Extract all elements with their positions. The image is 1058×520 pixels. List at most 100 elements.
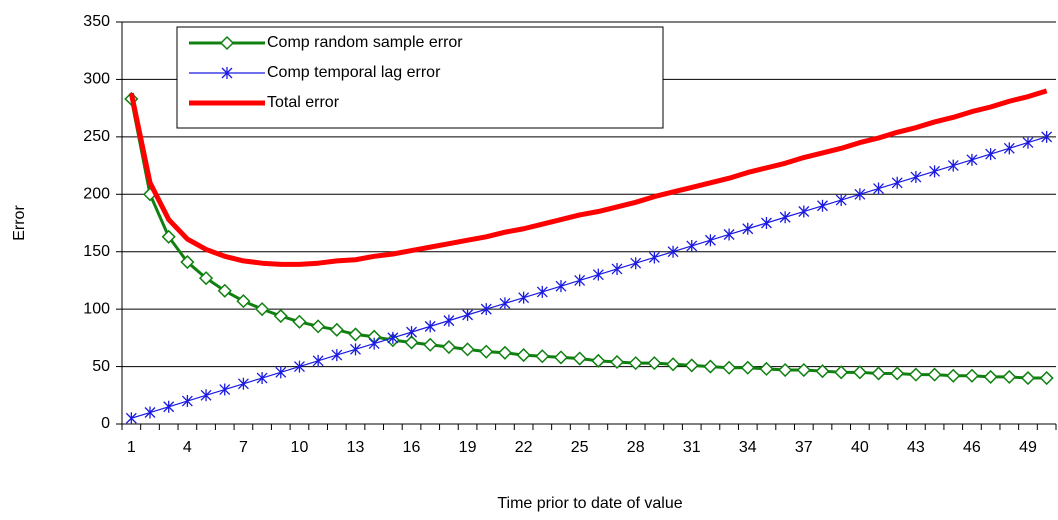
data-point [591, 353, 606, 368]
data-point [331, 349, 343, 362]
y-tick-label: 50 [92, 358, 110, 375]
data-point [275, 366, 287, 379]
y-tick-label: 350 [83, 13, 110, 30]
data-point [368, 337, 380, 350]
data-point [348, 327, 363, 342]
data-point [985, 148, 997, 161]
data-point [1002, 369, 1017, 384]
x-tick-label: 1 [127, 439, 136, 456]
y-tick-label: 250 [83, 128, 110, 145]
x-tick-label: 34 [739, 439, 757, 456]
data-point [424, 320, 436, 333]
data-point [311, 319, 326, 334]
data-point [740, 360, 755, 375]
data-point [553, 350, 569, 365]
data-point [628, 356, 643, 371]
data-point [217, 283, 232, 298]
data-point [871, 366, 886, 381]
x-tick-label: 4 [183, 439, 192, 456]
data-point [294, 360, 305, 373]
y-tick-label: 0 [101, 415, 110, 432]
data-point [555, 280, 567, 293]
data-point [815, 364, 830, 379]
legend-label: Total error [267, 94, 340, 111]
legend-marker [221, 67, 233, 79]
data-point [722, 360, 737, 375]
data-point [759, 361, 774, 376]
data-point [611, 262, 623, 275]
data-point [723, 228, 735, 241]
data-point [460, 342, 475, 357]
data-point [499, 297, 511, 310]
series-line [128, 88, 1048, 267]
data-point [684, 358, 699, 373]
x-tick-label: 31 [683, 439, 701, 456]
legend-marker [219, 35, 235, 51]
data-point [423, 337, 438, 352]
data-point [255, 302, 270, 317]
data-point [125, 412, 137, 425]
data-point [387, 331, 399, 344]
x-axis-title: Time prior to date of value [497, 495, 682, 512]
data-point [1039, 370, 1054, 386]
data-point [891, 176, 903, 189]
x-tick-label: 10 [291, 439, 309, 456]
x-tick-label: 37 [795, 439, 813, 456]
data-point [592, 268, 604, 281]
data-point [966, 153, 978, 166]
data-point [198, 271, 214, 286]
data-point [1041, 130, 1053, 143]
data-point [273, 308, 288, 324]
data-point [404, 335, 419, 350]
data-point [703, 359, 718, 374]
data-point [256, 372, 268, 385]
data-point [236, 294, 251, 309]
data-point [406, 326, 417, 339]
y-tick-label: 200 [83, 186, 110, 203]
x-tick-label: 22 [515, 439, 533, 456]
data-point [312, 354, 324, 367]
data-point [161, 229, 176, 244]
data-point [462, 308, 474, 321]
x-tick-label: 13 [347, 439, 365, 456]
x-tick-label: 43 [907, 439, 925, 456]
data-point [686, 239, 698, 252]
data-point [667, 245, 679, 258]
data-point [443, 314, 455, 327]
data-point [665, 357, 681, 372]
x-tick-label: 49 [1019, 439, 1037, 456]
data-point [852, 365, 867, 380]
data-point [648, 251, 660, 264]
x-tick-label: 46 [963, 439, 981, 456]
y-tick-label: 300 [83, 71, 110, 88]
data-point [535, 349, 550, 364]
data-point [704, 234, 716, 247]
data-point [329, 322, 344, 337]
data-point [798, 205, 810, 218]
data-point [761, 217, 772, 229]
data-point [647, 356, 662, 371]
data-point [1003, 142, 1015, 155]
x-tick-label: 19 [459, 439, 477, 456]
data-point [779, 211, 791, 224]
data-point [927, 367, 942, 382]
y-tick-label: 150 [83, 243, 110, 260]
legend-label: Comp temporal lag error [267, 64, 441, 81]
data-point [480, 303, 492, 316]
data-point [1022, 136, 1034, 149]
data-point [237, 377, 249, 390]
data-point [908, 367, 923, 382]
data-point [181, 395, 193, 408]
data-point [609, 354, 625, 370]
data-point [854, 188, 866, 201]
data-point [630, 257, 642, 270]
data-point [910, 171, 922, 184]
data-point [518, 291, 530, 304]
data-point [817, 199, 828, 212]
x-tick-label: 40 [851, 439, 869, 456]
data-point [163, 400, 175, 413]
data-point [441, 339, 456, 355]
data-point [742, 222, 754, 235]
x-tick-label: 16 [403, 439, 421, 456]
